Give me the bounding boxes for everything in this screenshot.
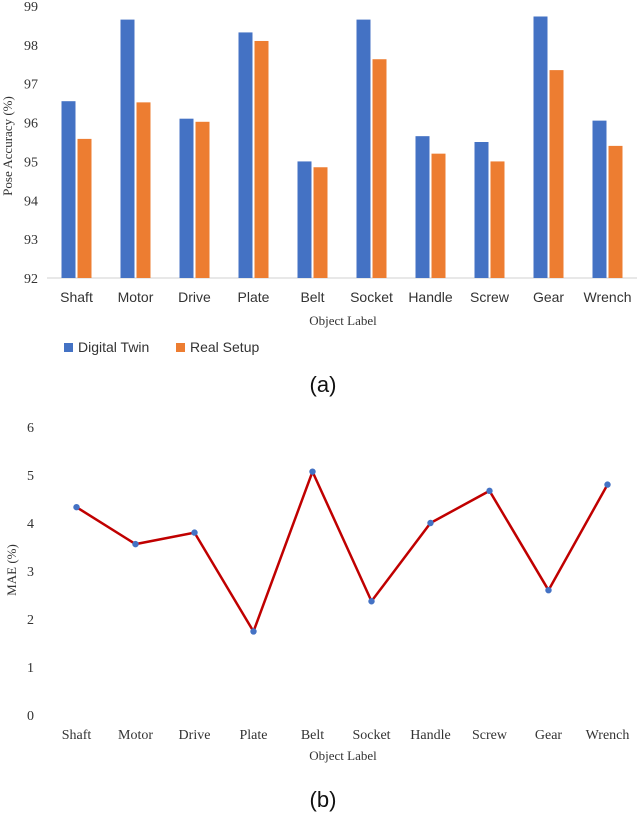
y-tick-label-99: 99 [24, 0, 38, 15]
x-tick-label-handle: Handle [408, 289, 453, 305]
x-tick-label-belt: Belt [301, 728, 324, 743]
x-axis-title-b: Object Label [309, 748, 377, 763]
point-shaft [73, 503, 80, 511]
bar-digital-twin-screw [474, 142, 489, 278]
y-tick-label-95: 95 [24, 155, 38, 170]
point-belt [309, 468, 316, 475]
legend-swatch-digital-twin [64, 343, 73, 352]
point-socket [368, 598, 375, 605]
y-tick-label-98: 98 [24, 39, 38, 54]
y-tick-label-92: 92 [24, 272, 38, 287]
bar-real-setup-shaft [77, 138, 92, 278]
y-tick-label-94: 94 [24, 194, 38, 209]
y-tick-label-96: 96 [24, 117, 38, 132]
y-tick-label-3: 3 [27, 565, 34, 580]
y-tick-label-2: 2 [27, 613, 34, 628]
point-motor [132, 540, 139, 548]
legend-a: Digital Twin Real Setup [64, 339, 259, 355]
point-screw [486, 487, 493, 495]
bar-real-setup-screw [490, 161, 505, 278]
bars-a [61, 16, 623, 279]
x-tick-label-drive: Drive [178, 289, 211, 305]
mae-line [75, 468, 609, 635]
x-tick-label-shaft: Shaft [62, 728, 92, 743]
x-axis-title-a: Object Label [309, 313, 377, 328]
x-tick-label-motor: Motor [118, 289, 154, 305]
bar-digital-twin-gear [533, 16, 548, 279]
y-axis-title-a: Pose Accuracy (%) [0, 96, 15, 196]
y-tick-label-97: 97 [24, 78, 38, 93]
point-plate [250, 628, 257, 635]
mae-points [73, 468, 611, 635]
y-tick-label-4: 4 [27, 517, 34, 532]
x-tick-label-motor: Motor [118, 728, 153, 743]
bar-digital-twin-motor [120, 19, 135, 278]
line-chart-b: 0 1 2 3 4 5 6 Shaft Motor Drive Plate Belt Socket Ha… [4, 421, 629, 812]
x-tick-label-screw: Screw [472, 728, 508, 743]
x-tick-label-wrench: Wrench [586, 728, 630, 743]
y-tick-label-1: 1 [27, 661, 34, 676]
x-tick-label-wrench: Wrench [584, 289, 632, 305]
legend-swatch-real-setup [176, 343, 185, 352]
point-drive [191, 529, 198, 536]
x-tick-label-drive: Drive [179, 728, 211, 743]
panel-label-a: (a) [310, 372, 337, 397]
bar-real-setup-gear [549, 70, 564, 278]
x-tick-label-gear: Gear [533, 289, 564, 305]
x-tick-label-socket: Socket [352, 728, 390, 743]
x-tick-label-plate: Plate [240, 728, 268, 743]
bar-real-setup-socket [372, 59, 387, 279]
bar-digital-twin-plate [238, 32, 253, 279]
x-tick-label-socket: Socket [350, 289, 393, 305]
point-gear [545, 587, 552, 594]
x-tick-label-screw: Screw [470, 289, 510, 305]
legend-label-real-setup: Real Setup [190, 339, 259, 355]
bar-real-setup-wrench [608, 145, 623, 278]
bar-digital-twin-shaft [61, 101, 76, 278]
panel-label-b: (b) [310, 787, 337, 812]
bar-digital-twin-wrench [592, 120, 607, 278]
x-axis-ticks-a: Shaft Motor Drive Plate Belt Socket Handle Scre… [60, 289, 631, 305]
y-tick-label-6: 6 [27, 421, 34, 436]
bar-real-setup-motor [136, 102, 151, 278]
bar-digital-twin-handle [415, 136, 430, 278]
bar-real-setup-handle [431, 153, 446, 278]
x-axis-ticks-b: Shaft Motor Drive Plate Belt Socket Handle Scre… [62, 728, 630, 743]
y-axis-ticks-a: 92 93 94 95 96 97 98 99 [24, 0, 38, 287]
y-axis-ticks-b: 0 1 2 3 4 5 6 [27, 421, 34, 724]
legend-label-digital-twin: Digital Twin [78, 339, 149, 355]
x-tick-label-gear: Gear [535, 728, 563, 743]
bar-digital-twin-drive [179, 118, 194, 278]
bar-chart-a: 92 93 94 95 96 97 98 99 Shaft Motor Drive Plate Bel… [0, 0, 637, 397]
bar-digital-twin-belt [297, 161, 312, 278]
bar-real-setup-belt [313, 167, 328, 278]
x-tick-label-handle: Handle [410, 728, 450, 743]
y-axis-title-b: MAE (%) [4, 544, 19, 596]
x-tick-label-shaft: Shaft [60, 289, 93, 305]
x-tick-label-belt: Belt [300, 289, 324, 305]
bar-real-setup-drive [195, 121, 210, 279]
point-handle [427, 519, 434, 527]
bar-digital-twin-socket [356, 19, 371, 278]
x-tick-label-plate: Plate [238, 289, 270, 305]
point-wrench [604, 481, 611, 488]
y-tick-label-0: 0 [27, 709, 34, 724]
bar-real-setup-plate [254, 40, 269, 278]
y-tick-label-5: 5 [27, 469, 34, 484]
y-tick-label-93: 93 [24, 233, 38, 248]
